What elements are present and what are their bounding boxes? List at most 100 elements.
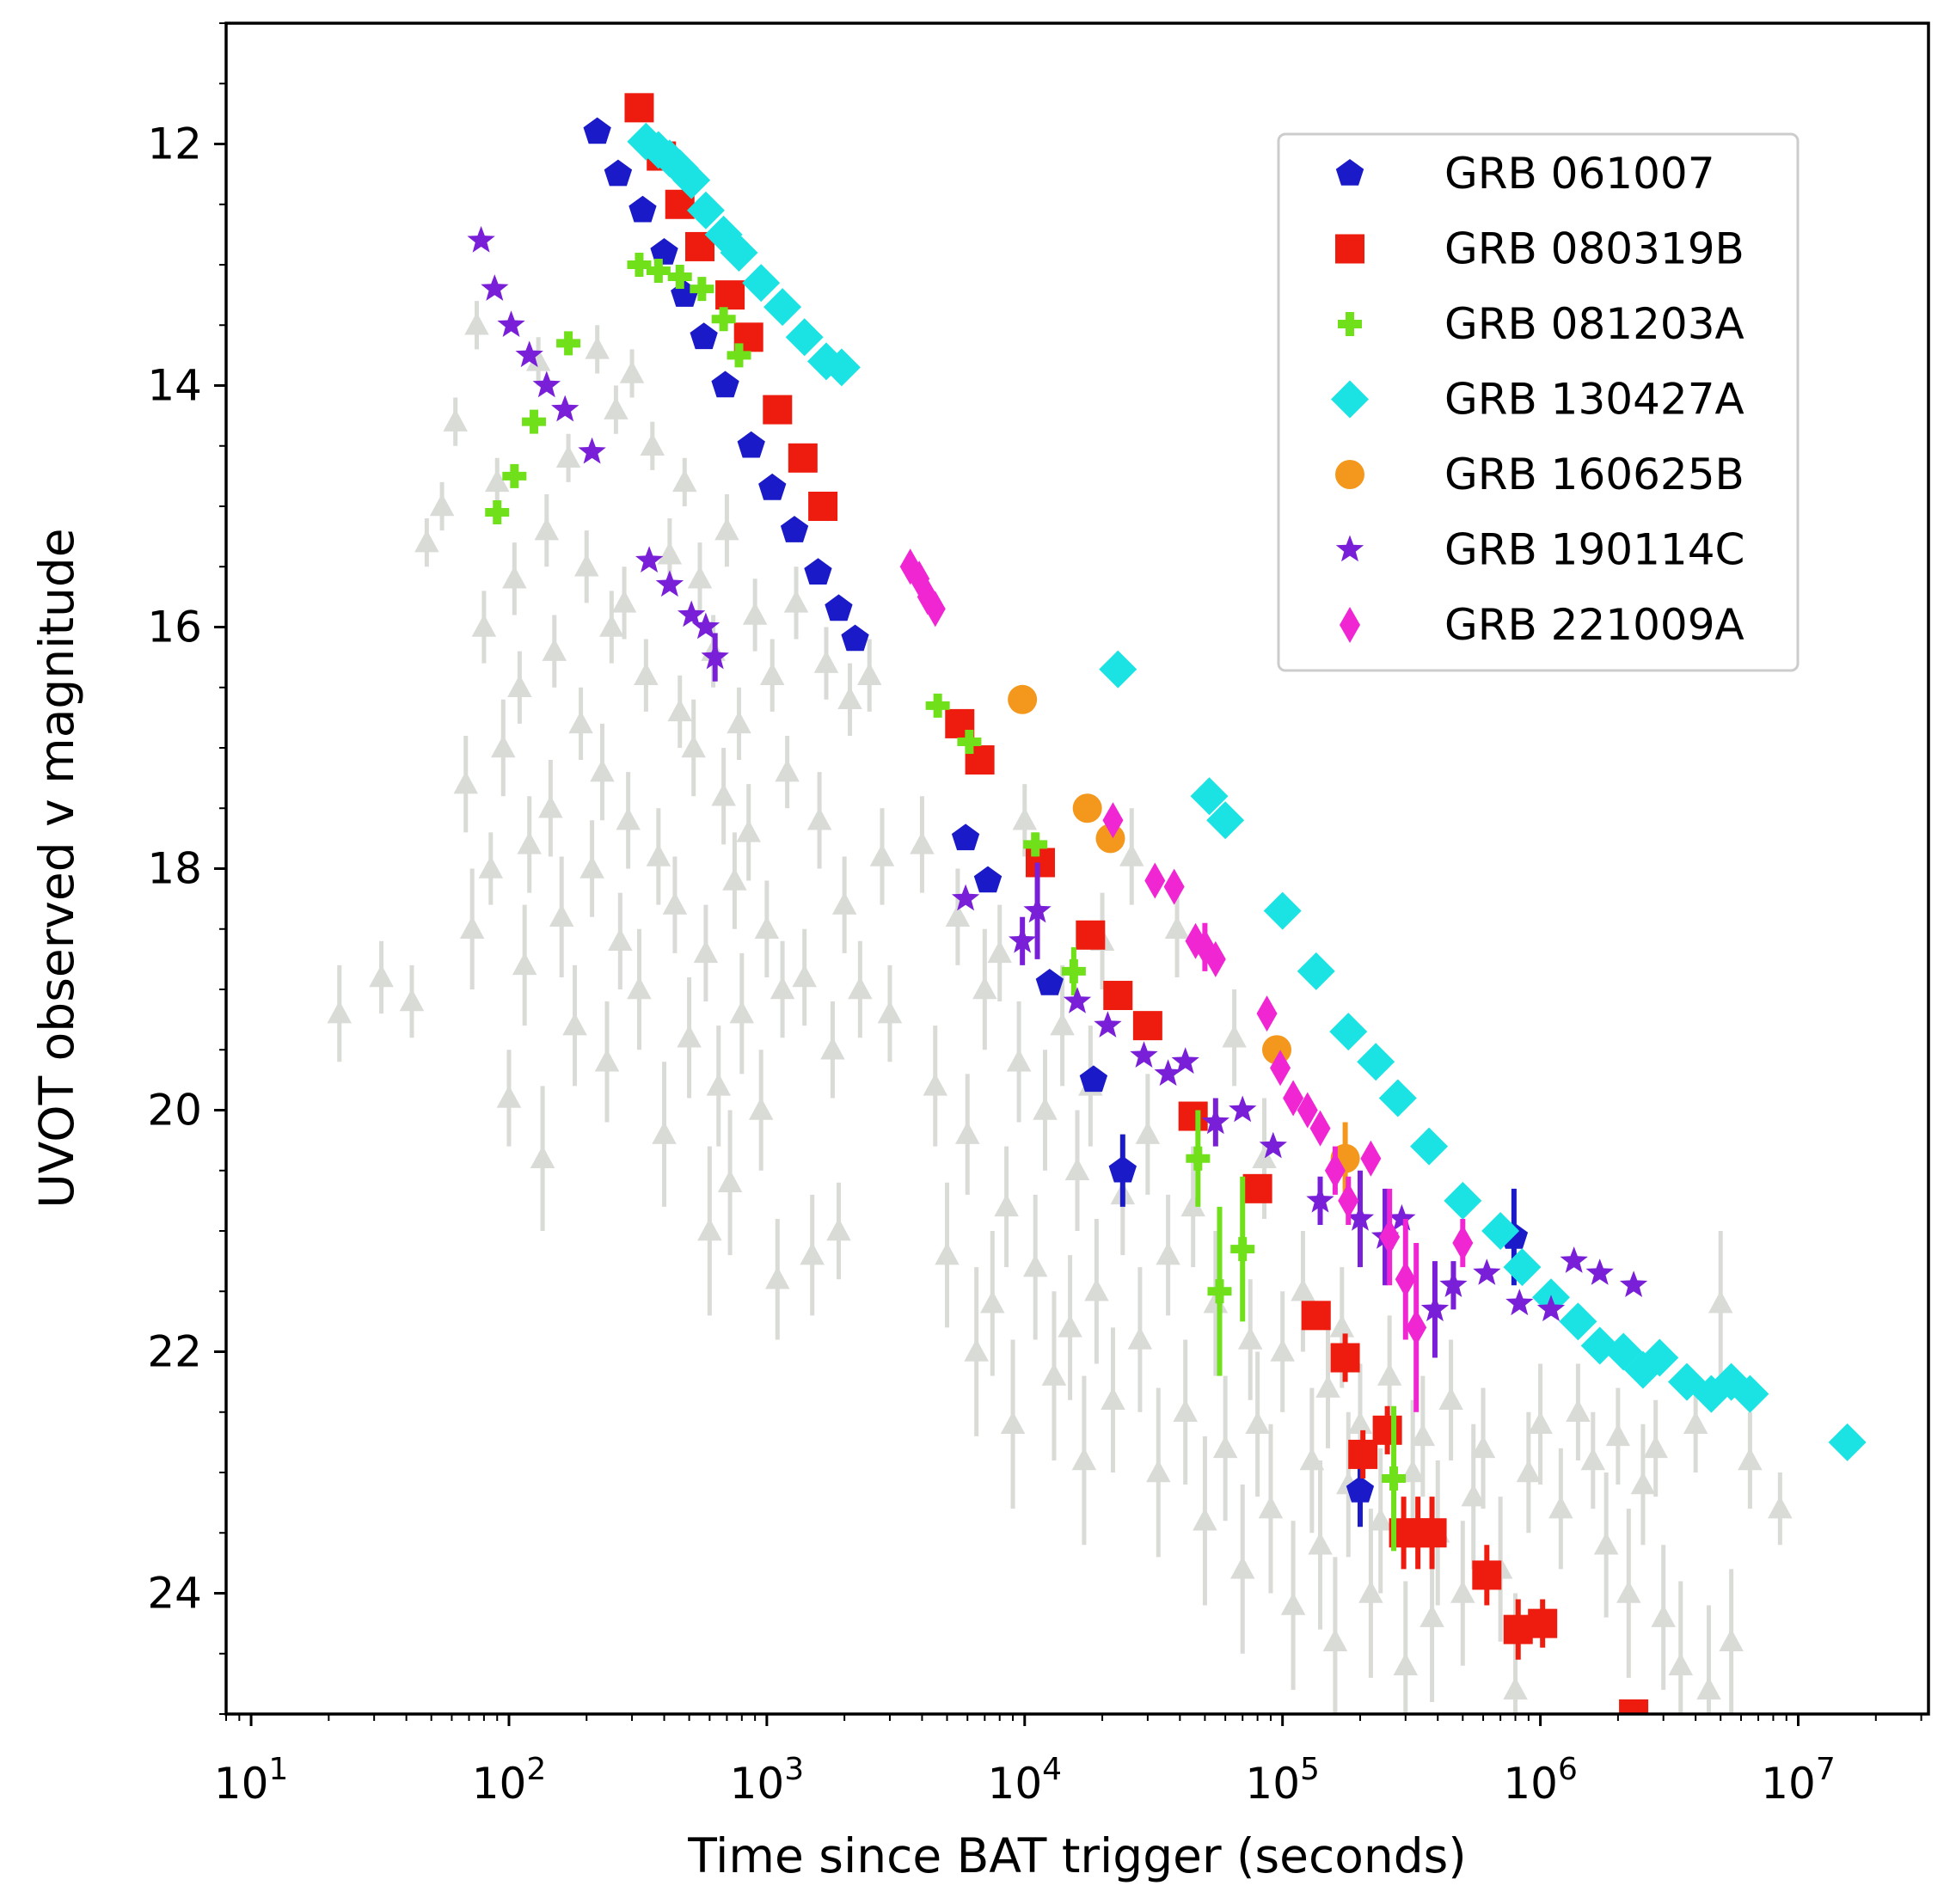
background-point xyxy=(693,940,719,964)
background-point xyxy=(945,903,971,927)
point-grb-081203a xyxy=(556,331,581,356)
background-point xyxy=(672,468,697,493)
point-grb-160625b xyxy=(1008,684,1038,714)
point-grb-130427a xyxy=(720,233,758,272)
background-point xyxy=(608,928,633,952)
point-grb-130427a xyxy=(1329,1013,1368,1051)
point-grb-061007 xyxy=(973,866,1003,893)
background-point xyxy=(954,1121,980,1144)
point-grb-130427a xyxy=(1099,650,1137,689)
point-grb-081203a xyxy=(485,500,510,525)
background-point xyxy=(484,468,510,493)
background-point xyxy=(994,1193,1019,1217)
background-point xyxy=(640,432,665,456)
point-grb-221009a xyxy=(1270,1050,1291,1087)
point-grb-081203a xyxy=(957,729,982,754)
background-point xyxy=(1135,1121,1161,1144)
background-point xyxy=(856,662,882,685)
point-grb-130427a xyxy=(1357,1043,1395,1081)
background-point xyxy=(590,759,615,782)
point-grb-081203a xyxy=(711,307,736,332)
point-grb-080319b xyxy=(1619,1699,1649,1714)
background-point xyxy=(634,662,659,685)
background-point xyxy=(1322,1628,1348,1651)
background-point xyxy=(453,771,478,794)
background-point xyxy=(1071,1447,1097,1471)
point-grb-190114c xyxy=(1536,1295,1566,1322)
point-grb-221009a xyxy=(1324,1152,1346,1189)
point-grb-190114c xyxy=(1023,896,1052,923)
point-grb-190114c xyxy=(1473,1258,1501,1285)
background-point xyxy=(800,1242,825,1265)
point-grb-081203a xyxy=(627,253,652,277)
background-point xyxy=(1768,1496,1793,1519)
series-grb-061007 xyxy=(583,117,1529,1527)
point-grb-081203a xyxy=(1186,1146,1211,1171)
point-grb-130427a xyxy=(1559,1302,1597,1341)
point-grb-080319b xyxy=(1330,1343,1360,1373)
series-grb-160625b xyxy=(1008,684,1360,1195)
background-point xyxy=(697,1218,722,1241)
background-point xyxy=(1548,1496,1573,1519)
point-grb-080319b xyxy=(1528,1608,1558,1638)
background-point xyxy=(1410,1423,1436,1447)
series-grb-080319b xyxy=(624,93,1649,1714)
background-point xyxy=(748,1097,774,1120)
point-grb-190114c xyxy=(1619,1270,1648,1297)
point-grb-221009a xyxy=(1395,1261,1416,1298)
series-grb-190114c xyxy=(467,225,1648,1358)
x-tick-label: 106 xyxy=(1503,1752,1578,1809)
background-point xyxy=(1012,807,1038,830)
point-grb-130427a xyxy=(1263,891,1302,930)
background-point xyxy=(877,1001,903,1024)
background-point xyxy=(443,408,468,432)
point-grb-190114c xyxy=(691,612,720,640)
point-grb-221009a xyxy=(1144,862,1166,899)
point-grb-160625b xyxy=(1095,823,1125,854)
legend-marker-grb-160625b xyxy=(1335,460,1364,489)
background-point xyxy=(555,444,581,468)
point-grb-081203a xyxy=(925,693,950,718)
background-point xyxy=(1683,1411,1708,1435)
background-point xyxy=(742,602,768,625)
point-grb-190114c xyxy=(497,310,525,337)
point-grb-061007 xyxy=(951,823,980,851)
background-point xyxy=(1193,1508,1217,1531)
background-point xyxy=(1058,1314,1082,1338)
point-grb-160625b xyxy=(1072,793,1102,823)
background-point xyxy=(1528,1411,1553,1435)
point-grb-061007 xyxy=(650,238,678,265)
background-point xyxy=(585,336,610,359)
background-point xyxy=(806,807,832,830)
background-point xyxy=(783,590,809,613)
point-grb-221009a xyxy=(1360,1140,1382,1177)
point-grb-080319b xyxy=(1025,848,1055,878)
background-point xyxy=(1393,1652,1419,1676)
background-point xyxy=(1368,1508,1393,1531)
background-point xyxy=(502,566,527,589)
background-point xyxy=(1461,1484,1486,1507)
legend-frame xyxy=(1277,132,1800,672)
point-grb-190114c xyxy=(655,570,684,597)
point-grb-081203a xyxy=(1382,1466,1407,1491)
background-point xyxy=(1630,1472,1656,1495)
background-point xyxy=(722,867,747,891)
legend-item-grb-061007: GRB 061007 xyxy=(1335,149,1715,199)
point-grb-130427a xyxy=(1503,1248,1542,1287)
x-tick-label: 105 xyxy=(1245,1752,1320,1809)
background-point xyxy=(1033,1097,1058,1120)
point-grb-130427a xyxy=(672,161,711,199)
point-grb-080319b xyxy=(1472,1560,1502,1590)
background-point xyxy=(1222,1025,1247,1048)
background-point xyxy=(594,1049,620,1072)
background-point xyxy=(1173,1399,1198,1422)
background-point xyxy=(1605,1423,1631,1447)
background-point xyxy=(1270,1338,1295,1362)
y-tick-label: 14 xyxy=(147,361,202,411)
point-grb-190114c xyxy=(1420,1295,1450,1322)
background-point xyxy=(714,517,739,541)
point-grb-080319b xyxy=(1242,1173,1272,1203)
background-point xyxy=(1299,1447,1325,1471)
point-grb-130427a xyxy=(1378,1079,1417,1117)
point-grb-190114c xyxy=(1306,1185,1334,1213)
